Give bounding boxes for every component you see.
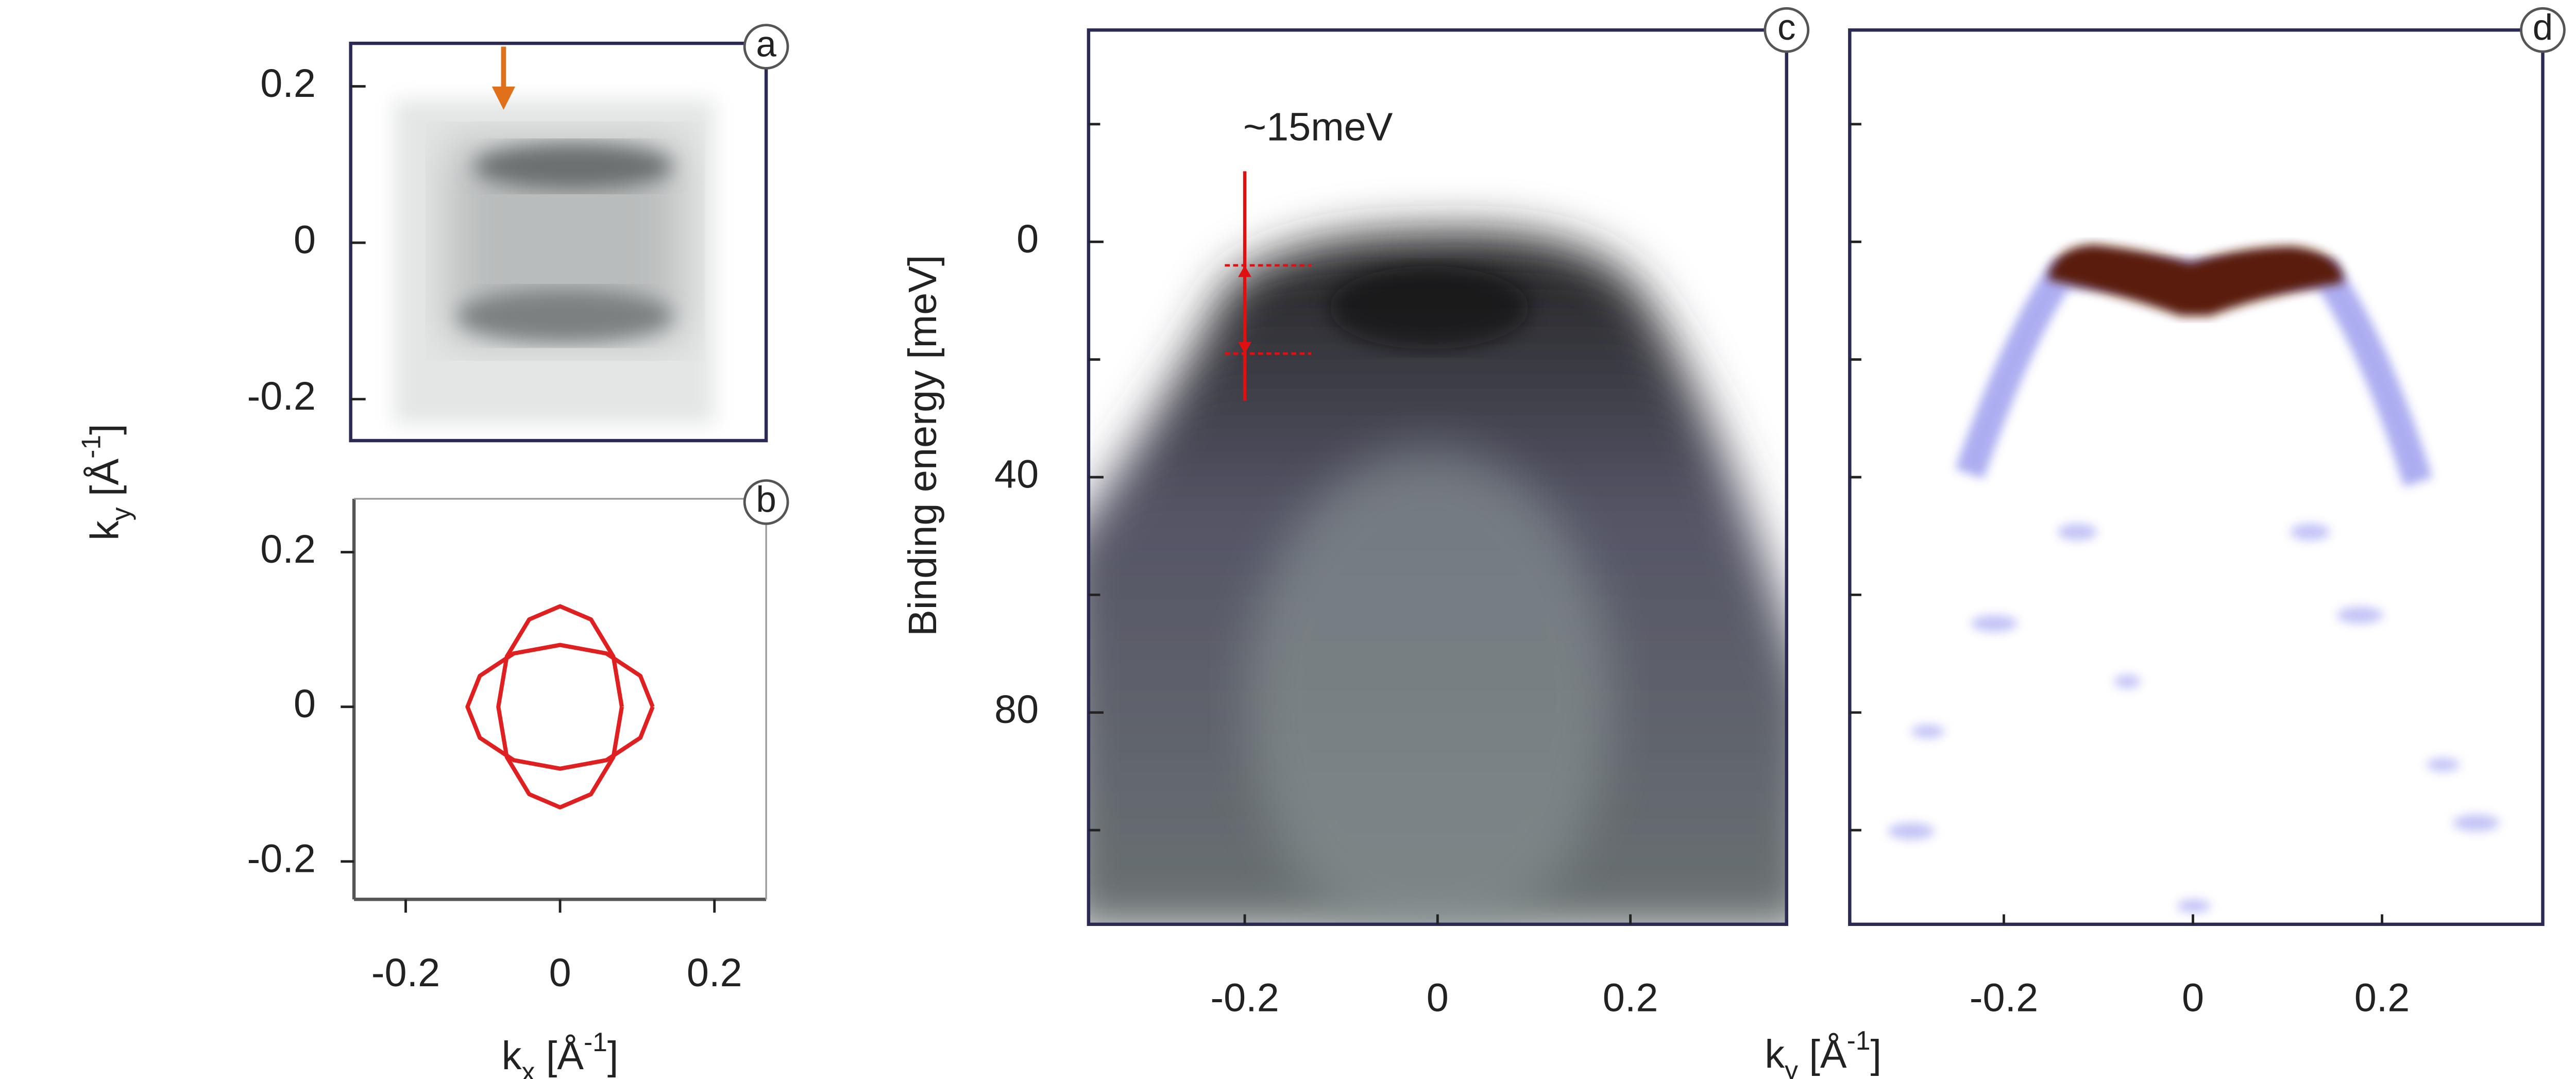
label-part: -1 <box>76 435 106 459</box>
curve <box>496 604 624 810</box>
panel-letter-circle <box>743 24 789 70</box>
x-tick-label: -0.2 <box>1210 976 1279 1020</box>
label-part: ] <box>1870 1032 1882 1076</box>
x-tick-label: 0.2 <box>2354 976 2410 1020</box>
label-part: -1 <box>584 1027 607 1057</box>
arrow-head <box>492 86 515 110</box>
y-tick-label: 0 <box>294 218 316 262</box>
y-tick-label: 40 <box>994 452 1039 496</box>
axis-label: Binding energy [meV] <box>901 255 945 636</box>
label-part: ] <box>607 1034 619 1078</box>
panel-letter-circle <box>1764 7 1810 53</box>
y-tick-label: -0.2 <box>247 374 316 418</box>
label-part: y <box>1785 1055 1798 1079</box>
y-tick-label: 0.2 <box>260 527 316 571</box>
x-tick-label: -0.2 <box>371 951 440 995</box>
label-part: k <box>1765 1032 1785 1076</box>
axis-label: ky [Å-1] <box>76 424 135 541</box>
curvature-map-d <box>1888 244 2500 913</box>
x-tick-label: -0.2 <box>1970 976 2038 1020</box>
label-part: [Å <box>83 458 127 507</box>
y-tick-label: 0 <box>1016 217 1039 261</box>
label-part: [Å <box>535 1034 584 1078</box>
panel-frame <box>1848 28 2545 926</box>
y-tick-label: -0.2 <box>247 836 316 881</box>
label-part: ] <box>83 424 127 435</box>
panel-letter: a <box>756 24 776 64</box>
panel-letter-circle <box>2520 7 2566 53</box>
axis-label: kx [Å-1] <box>502 1027 619 1079</box>
x-tick-label: 0 <box>1427 976 1449 1020</box>
panel-letter: b <box>756 479 776 520</box>
arpes-map-a <box>394 99 715 424</box>
y-tick-label: 0.2 <box>260 61 316 106</box>
level-arrow <box>1238 342 1251 354</box>
panel-letter: c <box>1777 7 1795 48</box>
level-arrow <box>1238 265 1251 277</box>
annotation: ~15meV <box>1243 105 1393 149</box>
x-tick-label: 0.2 <box>687 951 742 995</box>
x-tick-label: 0 <box>2182 976 2204 1020</box>
label-part: -1 <box>1847 1025 1871 1055</box>
label-part: x <box>522 1057 535 1079</box>
axis-label: ky [Å-1] <box>1765 1025 1882 1079</box>
panel-letter: d <box>2533 7 2553 48</box>
curve <box>465 643 655 771</box>
label-part: y <box>106 507 135 520</box>
y-tick-label: 80 <box>994 687 1039 732</box>
label-part: k <box>83 520 127 541</box>
panel-letter-circle <box>743 479 789 525</box>
label-part: [Å <box>1798 1032 1847 1076</box>
x-tick-label: 0 <box>549 951 571 995</box>
x-tick-label: 0.2 <box>1603 976 1658 1020</box>
y-tick-label: 0 <box>294 682 316 726</box>
arpes-cut-c <box>1088 232 1787 924</box>
label-part: k <box>502 1034 522 1078</box>
